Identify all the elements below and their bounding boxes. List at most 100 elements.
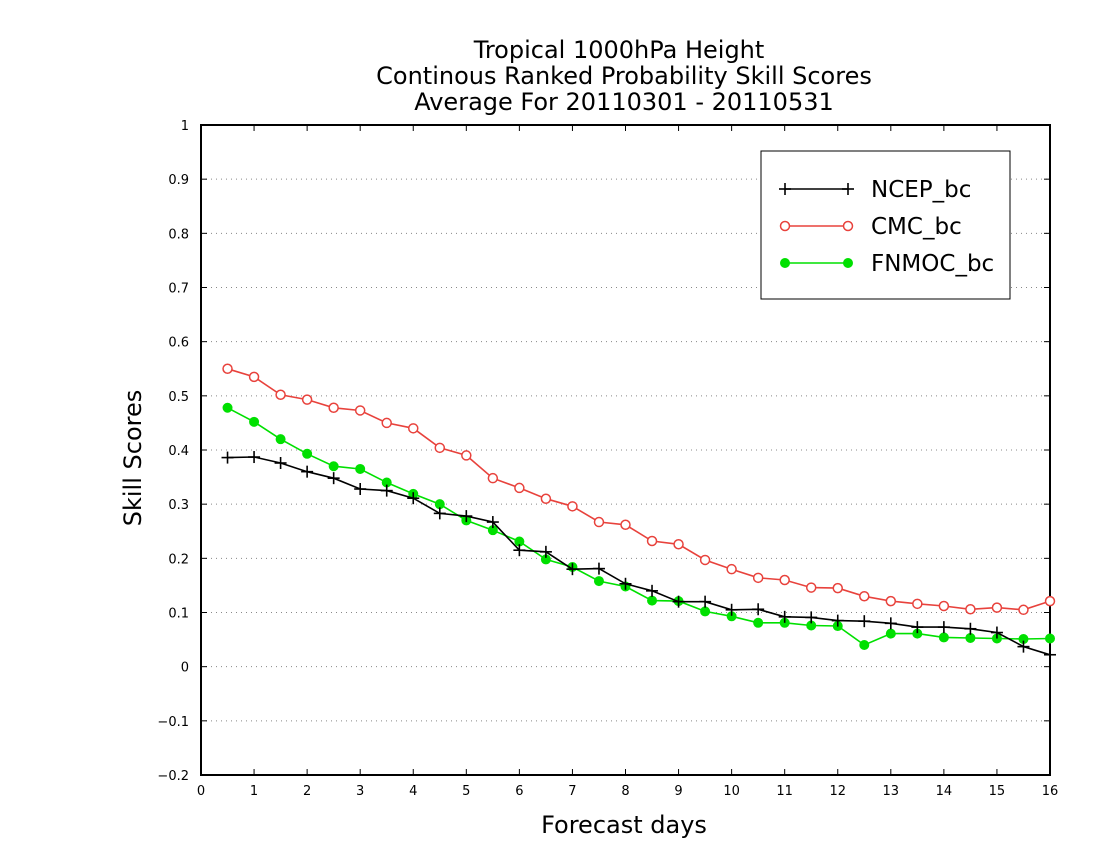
series-fnmoc-bc (222, 402, 1055, 650)
y-axis-label: Skill Scores (119, 390, 147, 527)
data-point (1017, 640, 1030, 653)
data-point (275, 389, 286, 400)
data-point (726, 563, 737, 575)
data-point (328, 402, 339, 413)
y-tick-label: 0 (181, 661, 189, 676)
data-point (593, 576, 604, 587)
data-point (779, 574, 790, 586)
data-point (301, 394, 313, 405)
data-point (805, 582, 817, 593)
x-tick-label: 3 (356, 784, 364, 799)
data-point (911, 621, 924, 634)
legend-label: NCEP_bc (871, 177, 971, 203)
data-point (843, 258, 853, 268)
axes (200, 124, 1051, 776)
data-point (965, 604, 976, 615)
data-point (221, 451, 234, 464)
data-point (1045, 633, 1055, 644)
legend-item-ncep-bc: NCEP_bc (779, 177, 971, 203)
data-point (858, 615, 871, 628)
data-point (725, 603, 738, 616)
y-tick-label: 0.8 (168, 227, 189, 242)
x-tick-label: 11 (776, 784, 793, 799)
data-point (328, 461, 339, 472)
data-point (859, 640, 870, 650)
data-point (222, 402, 233, 413)
legend-label: CMC_bc (871, 214, 962, 240)
data-point (700, 606, 711, 617)
legend-box (760, 150, 1011, 300)
data-point (646, 535, 658, 547)
legend: NCEP_bc CMC_bc FNMOC_bc (760, 150, 1011, 300)
data-point (832, 582, 843, 594)
series-line (227, 368, 1051, 611)
data-point (885, 595, 897, 607)
data-point (938, 600, 950, 612)
data-point (460, 510, 473, 523)
chart-title: Tropical 1000hPa Height Continous Ranked… (376, 36, 872, 116)
data-point (1018, 604, 1029, 616)
y-tick-label: 0.2 (168, 552, 189, 567)
series-ncep-bc (221, 451, 1056, 661)
data-point (407, 492, 420, 505)
title-line-3: Average For 20110301 - 20110531 (414, 88, 834, 116)
data-point (249, 416, 260, 427)
x-tick-label: 0 (197, 784, 205, 799)
y-tick-label: 0.1 (168, 607, 189, 622)
series-line (227, 407, 1051, 646)
data-point (699, 595, 712, 608)
data-point (990, 626, 1003, 639)
data-point (884, 617, 897, 630)
data-point (381, 417, 392, 429)
title-line-2: Continous Ranked Probability Skill Score… (376, 62, 872, 90)
series-cmc-bc (222, 363, 1056, 616)
data-point (646, 584, 659, 597)
data-point (301, 465, 314, 478)
data-point (672, 595, 685, 608)
data-point (355, 463, 366, 474)
y-tick-label: 0.9 (168, 173, 189, 188)
data-point (779, 220, 791, 232)
legend-item-cmc-bc: CMC_bc (779, 214, 962, 240)
data-point (540, 493, 552, 504)
legend-item-fnmoc-bc: FNMOC_bc (780, 251, 994, 277)
data-point (778, 610, 791, 623)
data-point (327, 472, 340, 485)
x-tick-label: 9 (674, 784, 682, 799)
data-point (752, 572, 764, 584)
data-point (965, 632, 976, 643)
x-tick-label: 5 (462, 784, 470, 799)
data-point (859, 591, 870, 602)
data-point (593, 516, 605, 528)
x-tick-label: 13 (883, 784, 900, 799)
x-tick-label: 2 (303, 784, 311, 799)
series-line (227, 456, 1051, 656)
data-point (1044, 648, 1056, 661)
data-point (434, 499, 445, 510)
data-point (539, 545, 552, 558)
y-tick-label: 0.5 (168, 390, 189, 405)
data-point (1044, 595, 1056, 607)
title-line-1: Tropical 1000hPa Height (473, 36, 765, 64)
data-point (842, 220, 854, 232)
data-point (248, 371, 260, 383)
x-tick-label: 4 (409, 784, 417, 799)
x-tick-label: 10 (723, 784, 740, 799)
data-point (885, 628, 896, 639)
data-point (380, 484, 393, 497)
y-tick-label: 0.4 (168, 444, 189, 459)
y-tick-label: 0.7 (168, 282, 189, 297)
data-point (302, 448, 313, 459)
data-point (274, 457, 287, 469)
x-tick-label: 15 (989, 784, 1006, 799)
data-point (753, 617, 764, 628)
x-tick-label: 14 (936, 784, 953, 799)
data-point (434, 442, 446, 454)
data-point (567, 501, 578, 512)
data-point (486, 516, 499, 529)
x-tick-label: 16 (1042, 784, 1059, 799)
data-point (912, 598, 923, 610)
data-point (991, 602, 1003, 613)
x-tick-label: 8 (621, 784, 629, 799)
